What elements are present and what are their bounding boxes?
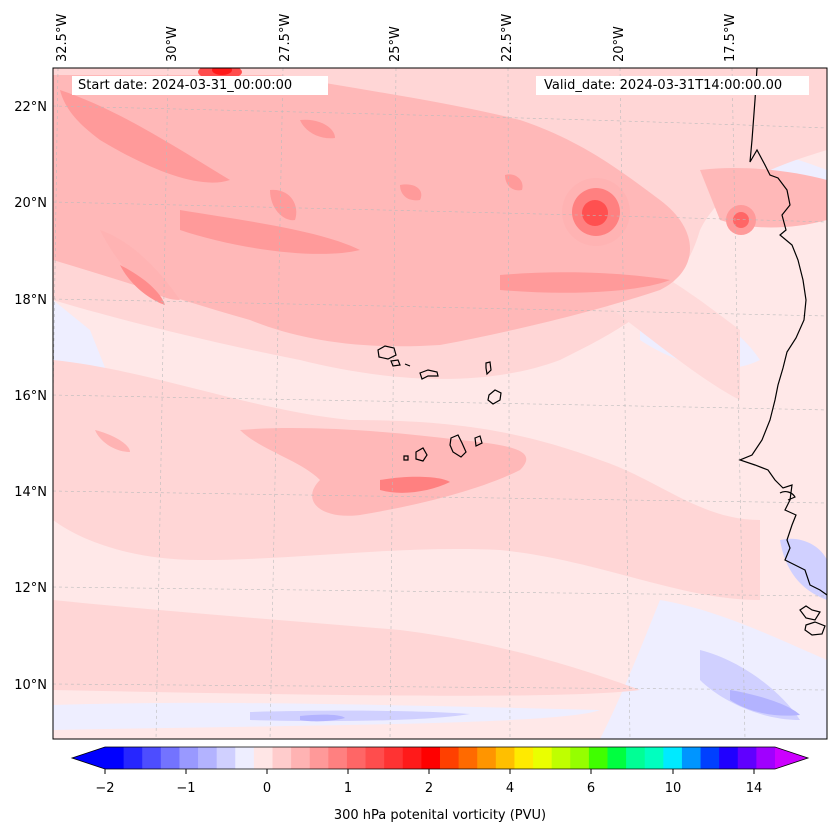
cape-verde-fogo <box>415 447 428 462</box>
colorbar-tick-label: 6 <box>587 781 595 796</box>
colorbar-cell <box>160 747 181 769</box>
colorbar-cell <box>253 747 274 769</box>
map-panel <box>53 68 827 739</box>
colorbar-cell <box>365 747 385 769</box>
colorbar-cell <box>663 747 683 769</box>
colorbar-cell <box>384 747 404 769</box>
colorbar-cell <box>179 747 199 769</box>
lon-label: 22.5°W <box>500 14 515 62</box>
lat-label: 18°N <box>14 293 47 308</box>
lat-label: 10°N <box>14 678 47 693</box>
colorbar-cell <box>440 747 460 769</box>
colorbar-cell <box>421 747 441 769</box>
colorbar-cell <box>346 747 367 769</box>
cape-verde-santiago <box>449 434 467 458</box>
lon-label: 20°W <box>612 26 627 62</box>
valid-date-box: Valid_date: 2024-03-31T14:00:00.00 <box>536 76 809 95</box>
lon-label: 32.5°W <box>55 14 70 62</box>
lon-label: 25°W <box>388 26 403 62</box>
cape-verde-sal <box>485 361 492 376</box>
pv-medium-positive-contours <box>53 75 827 516</box>
colorbar-cell <box>123 747 143 769</box>
coastlines <box>377 68 827 636</box>
colorbar-ticks <box>104 769 755 774</box>
colorbar-tick-label: −1 <box>176 781 195 796</box>
cape-verde-brava <box>403 455 409 461</box>
lon-label: 17.5°W <box>723 14 738 62</box>
colorbar-cell <box>700 747 720 769</box>
colorbar-cell <box>495 747 516 769</box>
colorbar-tick-label: 2 <box>425 781 433 796</box>
colorbar-cell <box>588 747 609 769</box>
colorbar-cell <box>681 747 702 769</box>
africa-coastline <box>738 68 827 596</box>
colorbar-cell <box>737 747 757 769</box>
longitude-labels: 32.5°W 30°W 27.5°W 25°W 22.5°W 20°W 17.5… <box>55 14 738 62</box>
colorbar-cell <box>198 747 218 769</box>
colorbar-cell <box>719 747 739 769</box>
colorbar-cell <box>309 747 329 769</box>
colorbar-cell <box>402 747 422 769</box>
colorbar-cell <box>644 747 664 769</box>
colorbar: −2 −1 0 1 2 4 6 10 14 <box>70 746 810 796</box>
colorbar-label: 300 hPa potenital vorticity (PVU) <box>333 808 547 823</box>
colorbar-tick-label: −2 <box>95 781 114 796</box>
start-date-box: Start date: 2024-03-31_00:00:00 <box>72 76 328 95</box>
pv-maximum-contours <box>198 68 756 246</box>
colorbar-cell <box>756 747 776 769</box>
colorbar-cell <box>235 747 255 769</box>
colorbar-under-arrow <box>72 747 105 769</box>
colorbar-tick-label: 0 <box>263 781 271 796</box>
colorbar-cell <box>291 747 311 769</box>
colorbar-cell <box>105 747 125 769</box>
lat-label: 12°N <box>14 581 47 596</box>
cape-verde-boa-vista <box>487 389 502 405</box>
lat-label: 22°N <box>14 100 47 115</box>
colorbar-cell <box>607 747 627 769</box>
colorbar-cell <box>533 747 553 769</box>
colorbar-cells <box>105 747 776 769</box>
lon-label: 27.5°W <box>278 14 293 62</box>
colorbar-cell <box>551 747 571 769</box>
colorbar-cell <box>477 747 497 769</box>
colorbar-cell <box>328 747 348 769</box>
lat-label: 20°N <box>14 196 47 211</box>
colorbar-cell <box>458 747 478 769</box>
lat-label: 16°N <box>14 389 47 404</box>
cape-verde-sao-nicolau <box>419 369 439 380</box>
colorbar-tick-labels: −2 −1 0 1 2 4 6 10 14 <box>95 781 762 796</box>
colorbar-tick-label: 14 <box>746 781 763 796</box>
colorbar-cell <box>216 747 236 769</box>
colorbar-cell <box>142 747 162 769</box>
colorbar-over-arrow <box>775 747 808 769</box>
lon-label: 30°W <box>165 26 180 62</box>
lat-label: 14°N <box>14 485 47 500</box>
start-date-label: Start date: 2024-03-31_00:00:00 <box>78 78 293 93</box>
colorbar-tick-label: 4 <box>506 781 514 796</box>
cape-verde-maio <box>474 435 483 447</box>
colorbar-tick-label: 10 <box>665 781 682 796</box>
cape-verde-sao-vicente <box>390 359 401 367</box>
colorbar-cell <box>626 747 646 769</box>
colorbar-tick-label: 1 <box>344 781 352 796</box>
map-frame <box>52 67 828 740</box>
colorbar-cell <box>514 747 534 769</box>
valid-date-label: Valid_date: 2024-03-31T14:00:00.00 <box>544 78 783 93</box>
gridlines <box>53 68 827 739</box>
colorbar-cell <box>272 747 292 769</box>
latitude-labels: 22°N 20°N 18°N 16°N 14°N 12°N 10°N <box>14 100 47 693</box>
cape-verde-santo-antao <box>377 345 397 360</box>
colorbar-cell <box>570 747 590 769</box>
